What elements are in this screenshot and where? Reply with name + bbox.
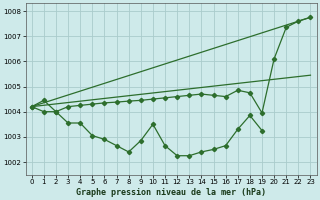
X-axis label: Graphe pression niveau de la mer (hPa): Graphe pression niveau de la mer (hPa) — [76, 188, 266, 197]
